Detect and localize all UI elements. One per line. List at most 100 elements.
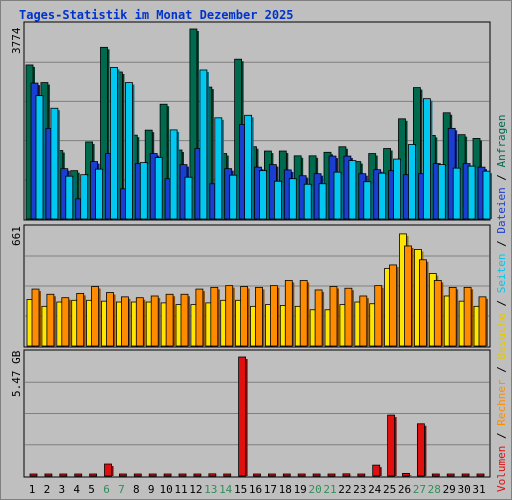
legend: Volumen / Rechner / Besuche / Seiten / D… <box>495 114 508 492</box>
bar-seiten <box>318 183 329 220</box>
legend-separator: / <box>495 426 508 446</box>
bar-volumen <box>29 473 38 477</box>
bar-seiten <box>288 178 299 220</box>
bar-rechner <box>195 288 205 347</box>
x-tick-label: 2 <box>44 483 51 496</box>
bar-volumen <box>402 472 412 477</box>
bar-seiten <box>35 95 45 220</box>
bar-seiten <box>422 98 433 220</box>
bar-seiten <box>65 175 75 220</box>
bar-rechner <box>404 245 414 347</box>
bar-rechner <box>359 295 369 347</box>
bar-rechner <box>269 285 280 347</box>
bar-volumen <box>133 473 142 477</box>
bar-volumen <box>59 473 68 477</box>
bar-volumen <box>372 464 382 477</box>
x-tick-label: 15 <box>234 483 247 496</box>
panel-bottom-frame <box>23 349 491 478</box>
bar-seiten <box>229 174 239 220</box>
bar-rechner <box>106 292 116 347</box>
panel-top-frame <box>23 21 491 221</box>
bar-rechner <box>374 285 384 347</box>
x-tick-label: 21 <box>323 483 336 496</box>
bar-volumen <box>238 356 248 477</box>
legend-besuche: Besuche <box>495 313 508 359</box>
legend-separator: / <box>495 293 508 313</box>
x-tick-label: 10 <box>159 483 172 496</box>
panel-middle-frame <box>23 224 491 348</box>
bar-volumen <box>208 473 218 477</box>
bar-rechner <box>329 286 339 347</box>
bar-seiten <box>80 174 90 220</box>
bar-rechner <box>463 286 474 347</box>
bar-seiten <box>303 183 314 220</box>
bar-volumen <box>119 473 127 477</box>
bar-volumen <box>431 473 440 477</box>
bar-rechner <box>284 280 295 347</box>
chart-title: Tages-Statistik im Monat Dezember 2025 <box>19 8 294 22</box>
x-tick-label: 4 <box>73 483 80 496</box>
x-tick-label: 6 <box>103 483 110 496</box>
bar-volumen <box>44 473 53 477</box>
bar-seiten <box>408 144 418 220</box>
x-tick-label: 31 <box>472 483 485 496</box>
bar-rechner <box>91 286 101 347</box>
x-tick-labels: 1 2 3 4 5 6 7 8 9 10 11 12 13 14 15 16 17 18 19 20 21 22 23 24 2… <box>29 483 486 496</box>
bar-volumen <box>476 473 485 477</box>
bar-rechner <box>299 280 310 347</box>
bar-rechner <box>210 286 220 347</box>
bar-seiten <box>482 170 492 220</box>
legend-dateien: Dateien <box>495 187 508 233</box>
x-tick-label: 19 <box>294 483 307 496</box>
bar-rechner <box>433 280 444 347</box>
x-tick-label: 8 <box>133 483 140 496</box>
bar-volumen <box>357 473 366 477</box>
x-tick-label: 17 <box>264 483 277 496</box>
bar-seiten <box>169 129 180 220</box>
bar-volumen <box>148 473 157 477</box>
bar-volumen <box>267 473 276 477</box>
x-tick-label: 12 <box>189 483 202 496</box>
x-tick-label: 3 <box>58 483 65 496</box>
bar-volumen <box>163 473 172 477</box>
bar-rechner <box>225 285 235 347</box>
bar-rechner <box>180 293 190 347</box>
bar-volumen <box>416 423 427 477</box>
legend-volumen: Volumen <box>495 446 508 492</box>
bar-rechner <box>31 288 41 347</box>
bar-rechner <box>389 264 399 347</box>
x-tick-label: 24 <box>368 483 382 496</box>
x-tick-label: 7 <box>118 483 125 496</box>
x-tick-label: 29 <box>443 483 456 496</box>
x-tick-label: 9 <box>148 483 155 496</box>
bar-volumen <box>193 473 202 477</box>
bar-seiten <box>125 82 135 220</box>
x-tick-label: 1 <box>29 483 36 496</box>
bar-rechner <box>314 289 325 347</box>
bar-rechner <box>478 296 488 347</box>
top-ymax-label: 3774 <box>10 27 23 54</box>
x-tick-label: 30 <box>457 483 470 496</box>
bar-seiten <box>139 162 150 220</box>
bar-rechner <box>121 296 131 347</box>
x-tick-label: 20 <box>308 483 321 496</box>
bar-seiten <box>214 117 224 220</box>
legend-seiten: Seiten <box>495 254 508 294</box>
bottom-ymax-label: 5.47 GB <box>10 350 23 397</box>
bar-rechner <box>61 297 71 347</box>
bar-seiten <box>452 167 463 220</box>
bar-volumen <box>312 473 321 477</box>
bar-seiten <box>244 114 254 220</box>
bar-seiten <box>348 160 358 220</box>
x-tick-label: 16 <box>249 483 262 496</box>
bar-seiten <box>467 165 478 220</box>
bar-seiten <box>393 158 403 220</box>
bar-volumen <box>461 473 470 477</box>
middle-ymax-label: 661 <box>10 226 23 246</box>
bar-seiten <box>95 168 105 220</box>
x-tick-label: 22 <box>338 483 351 496</box>
bar-seiten <box>199 69 209 220</box>
bar-seiten <box>333 171 343 220</box>
